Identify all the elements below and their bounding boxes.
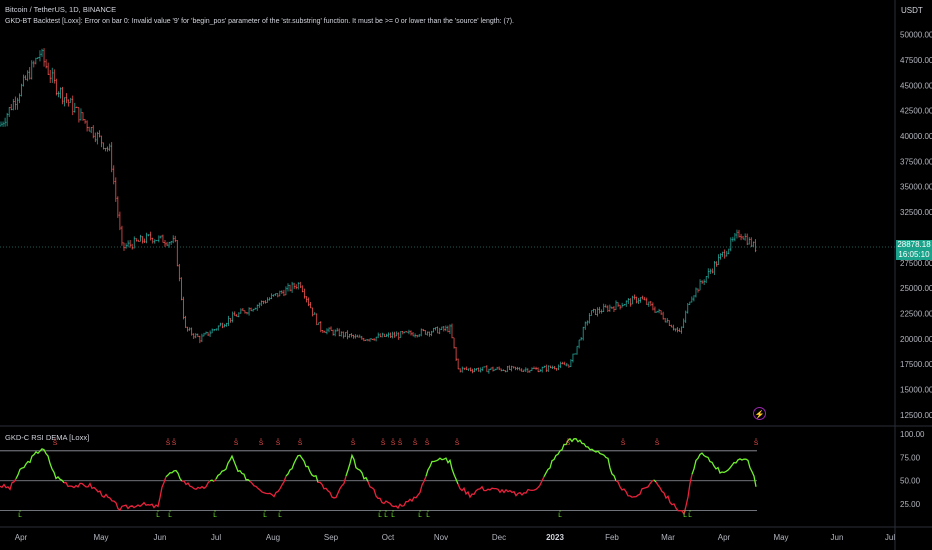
price-tick-label: 15000.00 xyxy=(900,386,932,395)
time-axis-label: Sep xyxy=(324,533,339,542)
short-signal-marker: S xyxy=(754,440,759,447)
price-tick-label: 12500.00 xyxy=(900,411,932,420)
price-tick-label: 40000.00 xyxy=(900,132,932,141)
rsi-line xyxy=(691,452,757,487)
long-signal-marker: L xyxy=(378,512,382,519)
time-axis-label: Aug xyxy=(266,533,280,542)
price-tick-label: 47500.00 xyxy=(900,56,932,65)
time-axis-label: May xyxy=(773,533,788,542)
symbol-title[interactable]: Bitcoin / TetherUS, 1D, BINANCE xyxy=(5,5,117,14)
rsi-line xyxy=(285,454,319,483)
short-signal-marker: S xyxy=(172,440,177,447)
price-tick-label: 45000.00 xyxy=(900,81,932,90)
price-tick-label: 42500.00 xyxy=(900,107,932,116)
short-signal-marker: S xyxy=(234,440,239,447)
rsi-line xyxy=(615,479,655,498)
rsi-line xyxy=(457,476,545,499)
time-axis-label: Nov xyxy=(434,533,448,542)
time-axis-label: Apr xyxy=(718,533,731,542)
long-signal-marker: L xyxy=(18,512,22,519)
rsi-line xyxy=(181,480,211,491)
price-tick-label: 35000.00 xyxy=(900,183,932,192)
short-signal-marker: S xyxy=(298,440,303,447)
rsi-line xyxy=(63,476,167,512)
time-axis-label: Mar xyxy=(661,533,675,542)
currency-label[interactable]: USDT xyxy=(901,6,923,15)
short-signal-marker: S xyxy=(413,440,418,447)
price-tick-label: 37500.00 xyxy=(900,157,932,166)
time-axis-label: Jun xyxy=(831,533,844,542)
short-signal-marker: S xyxy=(566,440,571,447)
long-signal-marker: L xyxy=(683,512,687,519)
time-axis-label: Dec xyxy=(492,533,506,542)
rsi-line xyxy=(213,478,217,482)
time-axis-label: Oct xyxy=(382,533,395,542)
time-axis-label: May xyxy=(93,533,108,542)
long-signal-marker: L xyxy=(384,512,388,519)
short-signal-marker: S xyxy=(398,440,403,447)
long-signal-marker: L xyxy=(558,512,562,519)
short-signal-marker: S xyxy=(655,440,660,447)
price-tick-label: 32500.00 xyxy=(900,208,932,217)
time-axis-label: Jun xyxy=(154,533,167,542)
rsi-line xyxy=(249,475,287,498)
countdown-tag: 16:05:10 xyxy=(896,250,932,260)
short-signal-marker: S xyxy=(166,440,171,447)
rsi-line xyxy=(215,454,251,482)
rsi-line xyxy=(165,469,183,482)
long-signal-marker: L xyxy=(278,512,282,519)
short-signal-marker: S xyxy=(276,440,281,447)
long-signal-marker: L xyxy=(213,512,217,519)
short-signal-marker: S xyxy=(455,440,460,447)
indicator-title[interactable]: GKD-C RSI DEMA [Loxx] xyxy=(5,433,90,442)
rsi-line xyxy=(425,457,459,485)
long-signal-marker: L xyxy=(391,512,395,519)
rsi-line xyxy=(345,453,369,482)
time-axis-label: Apr xyxy=(15,533,28,542)
long-signal-marker: L xyxy=(168,512,172,519)
short-signal-marker: S xyxy=(53,440,58,447)
long-signal-marker: L xyxy=(426,512,430,519)
short-signal-marker: S xyxy=(351,440,356,447)
price-tick-label: 20000.00 xyxy=(900,335,932,344)
short-signal-marker: S xyxy=(381,440,386,447)
price-tick-label: 17500.00 xyxy=(900,360,932,369)
last-price-tag: 28878.18 xyxy=(896,240,932,250)
error-message: GKD-BT Backtest [Loxx]: Error on bar 0: … xyxy=(5,18,514,25)
time-axis-label: Jul xyxy=(885,533,895,542)
indicator-tick-label: 100.00 xyxy=(900,430,925,439)
indicator-tick-label: 75.00 xyxy=(900,453,921,462)
price-tick-label: 25000.00 xyxy=(900,284,932,293)
rsi-line xyxy=(543,437,617,482)
short-signal-marker: S xyxy=(425,440,430,447)
rsi-line xyxy=(15,448,65,484)
rsi-line xyxy=(655,474,693,516)
short-signal-marker: S xyxy=(259,440,264,447)
time-axis-label: Jul xyxy=(211,533,221,542)
rsi-line xyxy=(653,479,657,483)
short-signal-marker: S xyxy=(621,440,626,447)
price-tick-label: 50000.00 xyxy=(900,31,932,40)
lightning-icon[interactable]: ⚡ xyxy=(753,407,766,420)
rsi-line xyxy=(367,476,427,510)
indicator-tick-label: 50.00 xyxy=(900,477,921,486)
long-signal-marker: L xyxy=(418,512,422,519)
rsi-line xyxy=(317,475,347,499)
time-axis-label: 2023 xyxy=(546,533,564,542)
price-tick-label: 27500.00 xyxy=(900,259,932,268)
rsi-line xyxy=(209,479,215,482)
time-axis-label: Feb xyxy=(605,533,619,542)
short-signal-marker: S xyxy=(391,440,396,447)
long-signal-marker: L xyxy=(263,512,267,519)
long-signal-marker: L xyxy=(156,512,160,519)
rsi-line xyxy=(0,478,17,491)
indicator-tick-label: 25.00 xyxy=(900,500,921,509)
long-signal-marker: L xyxy=(688,512,692,519)
price-tick-label: 22500.00 xyxy=(900,309,932,318)
